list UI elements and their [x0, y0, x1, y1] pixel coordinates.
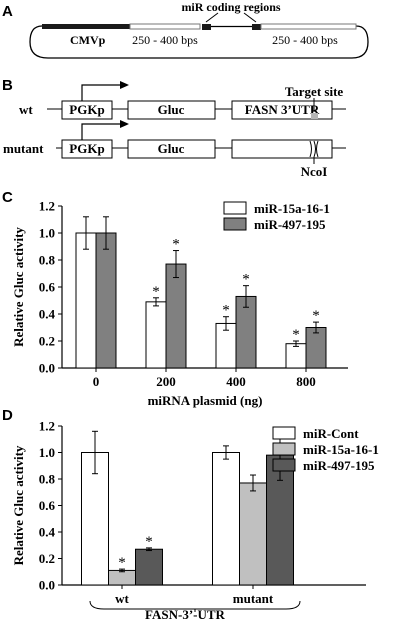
significance-marker: *: [222, 303, 230, 319]
flank-right-label: 250 - 400 bps: [272, 33, 338, 47]
bar: [135, 548, 163, 586]
significance-marker: *: [242, 272, 250, 288]
mutant-arrowhead-icon: [120, 120, 129, 128]
y-tick-label: 0.6: [39, 280, 56, 295]
y-tick-label: 0.8: [39, 472, 56, 487]
y-tick-label: 0.0: [39, 578, 55, 593]
mir-pointer-left: [205, 12, 219, 23]
mir-coding-label: miR coding regions: [181, 0, 280, 14]
panel-d: D 0.0 0.2 0.4 0.6 0.8 1.0 1.2 Relative Gluc act…: [2, 407, 379, 621]
y-axis-title: Relative Gluc activity: [11, 227, 26, 347]
cmv-label: CMVp: [70, 33, 106, 47]
y-tick-label: 1.2: [39, 199, 55, 214]
y-tick-label: 1.0: [39, 226, 55, 241]
mutant-pgkp-label: PGKp: [69, 141, 104, 156]
ncoi-label: NcoI: [301, 164, 328, 179]
mutant-pgkp-box: [61, 139, 113, 159]
y-tick-label: 0.2: [39, 334, 55, 349]
mir-pointer-right: [243, 12, 257, 23]
legend-label: miR-15a-16-1: [254, 201, 330, 216]
wt-utr-label: FASN 3’UTR: [245, 102, 320, 117]
panel-c: C 0.0 0.2 0.4 0.6 0.8 1.0 1.2 Relative Gluc act…: [2, 189, 348, 408]
bar: [239, 482, 267, 586]
legend-swatch: [272, 426, 296, 440]
bar: [285, 343, 307, 369]
bar: [212, 452, 240, 586]
wt-pgkp-box: [61, 100, 113, 120]
y-tick-label: 0.4: [39, 307, 56, 322]
x-tick-label: wt: [115, 591, 129, 606]
y-tick-label: 0.2: [39, 551, 55, 566]
significance-marker: *: [292, 327, 300, 343]
y-tick-label: 0.0: [39, 361, 55, 376]
wt-pgkp-label: PGKp: [69, 102, 104, 117]
y-tick-label: 0.4: [39, 525, 56, 540]
y-tick-label: 0.6: [39, 498, 56, 513]
x-axis-title: FASN-3’-UTR: [145, 607, 226, 621]
y-axis-title: Relative Gluc activity: [11, 445, 26, 565]
wt-utr-box: [231, 100, 333, 120]
legend-label: miR-497-195: [303, 458, 375, 473]
significance-marker: *: [172, 237, 180, 253]
flank-right-block: [260, 23, 357, 30]
legend-label: miR-15a-16-1: [303, 442, 379, 457]
mutant-construct-label: mutant: [3, 141, 44, 156]
wt-construct-label: wt: [19, 102, 33, 117]
significance-marker: *: [145, 534, 153, 550]
y-tick-label: 1.0: [39, 445, 55, 460]
target-site-mark: [311, 113, 318, 119]
legend-swatch: [272, 442, 296, 456]
bar: [145, 301, 167, 369]
bar: [75, 232, 97, 369]
mir-region-right: [252, 24, 261, 30]
bar: [95, 232, 117, 369]
x-axis-title: miRNA plasmid (ng): [148, 393, 263, 408]
panel-c-plot: 0.0 0.2 0.4 0.6 0.8 1.0 1.2 Relative Gluc activ…: [11, 199, 348, 408]
x-tick-label: 0: [93, 374, 100, 389]
panel-b: B wt PGKp Gluc FASN 3’UTR Target site mu…: [2, 77, 346, 179]
target-site-label: Target site: [285, 84, 344, 99]
bar: [108, 569, 136, 586]
legend-swatch: [223, 201, 247, 215]
y-tick-label: 1.2: [39, 419, 55, 434]
mir-region-left: [202, 24, 211, 30]
ncoi-site-mark: [309, 140, 319, 158]
flank-left-label: 250 - 400 bps: [132, 33, 198, 47]
legend-label: miR-497-195: [254, 217, 326, 232]
panel-d-plot: 0.0 0.2 0.4 0.6 0.8 1.0 1.2 Relative Gluc activ…: [11, 419, 379, 621]
x-tick-label: 400: [226, 374, 246, 389]
significance-marker: *: [118, 555, 126, 571]
wt-gluc-label: Gluc: [158, 102, 185, 117]
plasmid-backbone: [29, 25, 369, 59]
y-tick-label: 0.8: [39, 253, 56, 268]
wt-arrowhead-icon: [120, 81, 129, 89]
significance-marker: *: [152, 284, 160, 300]
panel-c-letter: C: [2, 189, 13, 206]
wt-gluc-box: [127, 100, 216, 120]
panel-d-letter: D: [2, 407, 13, 424]
panel-a-letter: A: [2, 3, 13, 20]
x-tick-label: mutant: [233, 591, 274, 606]
panel-b-letter: B: [2, 77, 13, 94]
significance-marker: *: [312, 308, 320, 324]
mutant-gluc-label: Gluc: [158, 141, 185, 156]
bar: [81, 452, 109, 586]
bar: [165, 263, 187, 369]
legend-swatch: [272, 458, 296, 472]
x-tick-label: 800: [296, 374, 316, 389]
legend-label: miR-Cont: [303, 426, 359, 441]
bar: [305, 327, 327, 369]
mutant-promoter-arrow-icon: [81, 123, 120, 140]
flank-left-block: [129, 23, 201, 30]
panel-a: A miR coding regions CMVp 250 - 400 bps …: [2, 0, 369, 59]
mutant-gluc-box: [127, 139, 216, 159]
x-tick-label: 200: [156, 374, 176, 389]
mutant-utr-box: [231, 139, 333, 159]
cmv-promoter-block: [42, 24, 130, 29]
legend-swatch: [223, 217, 247, 231]
wt-promoter-arrow-icon: [81, 84, 120, 101]
